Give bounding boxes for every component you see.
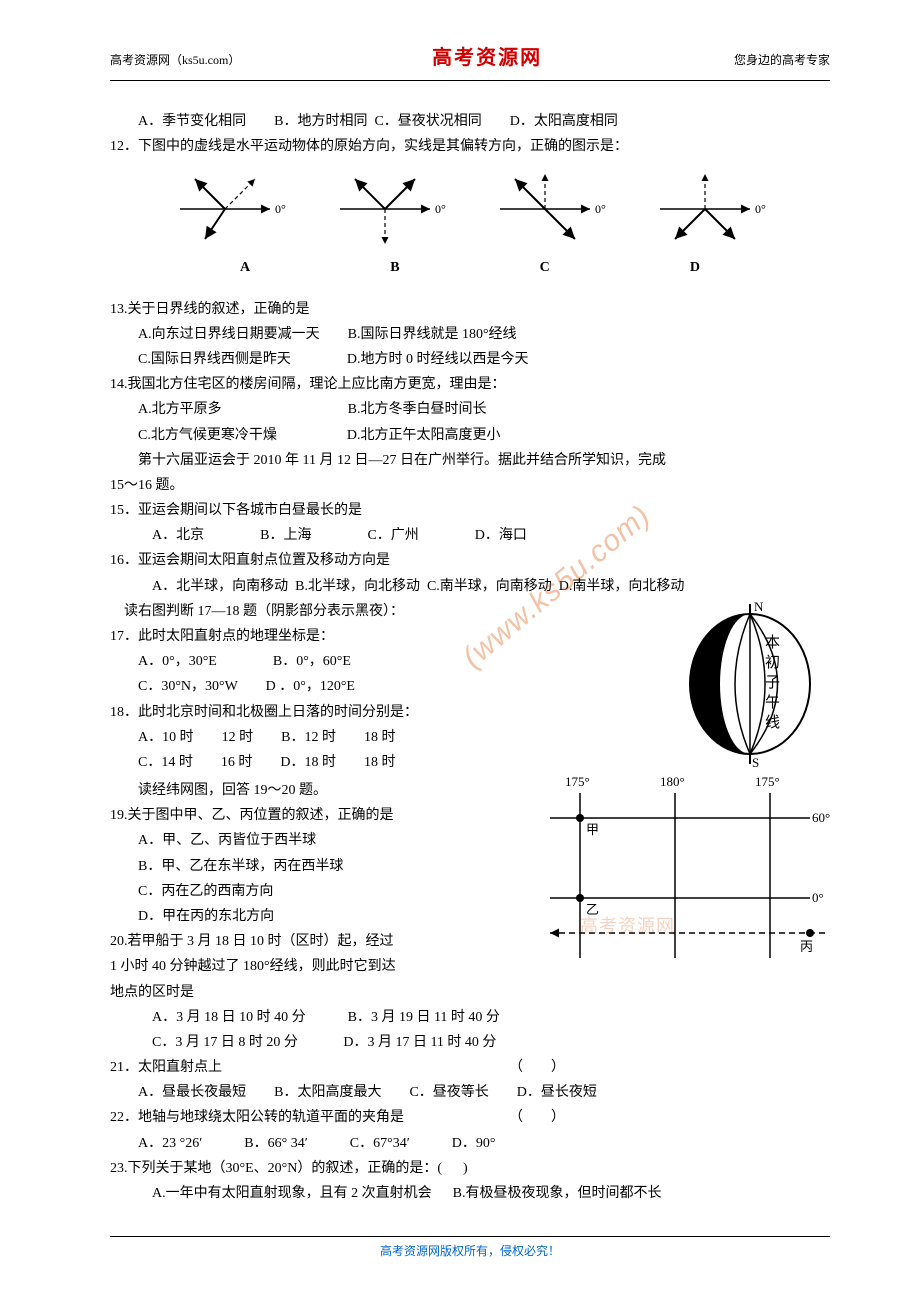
globe-label-4: 午 xyxy=(765,694,780,711)
zero-label: 0° xyxy=(275,202,286,216)
q14-opt-ab: A.北方平原多 B.北方冬季白昼时间长 xyxy=(110,397,830,422)
q22-stem: 22．地轴与地球绕太阳公转的轨道平面的夹角是 （ ） xyxy=(110,1105,830,1130)
q15-opts: A．北京 B．上海 C．广州 D．海口 xyxy=(110,523,830,548)
globe-label-1: 本 xyxy=(765,634,780,651)
q11-options: A．季节变化相同 B．地方时相同 C．昼夜状况相同 D．太阳高度相同 xyxy=(110,109,830,134)
diagram-d: 0° xyxy=(650,169,770,249)
q12-diagram-row: 0° 0° 0° 0° xyxy=(110,159,830,255)
q21-stem: 21．太阳直射点上 （ ） xyxy=(110,1055,830,1080)
q12-diagram-labels: A B C D xyxy=(110,255,830,296)
q14-opt-cd: C.北方气候更寒冷干燥 D.北方正午太阳高度更小 xyxy=(110,423,830,448)
grid-175a: 175° xyxy=(565,774,590,789)
zero-label: 0° xyxy=(435,202,446,216)
q20-opt-ab: A．3 月 18 日 10 时 40 分 B．3 月 19 日 11 时 40 … xyxy=(110,1005,830,1030)
point-yi: 乙 xyxy=(586,902,599,917)
q22-opts: A．23 °26′ B．66° 34′ C．67°34′ D．90° xyxy=(110,1131,830,1156)
main-content: A．季节变化相同 B．地方时相同 C．昼夜状况相同 D．太阳高度相同 12．下图… xyxy=(110,109,830,1206)
q13-opt-cd: C.国际日界线西侧是昨天 D.地方时 0 时经线以西是今天 xyxy=(110,347,830,372)
q16-opts: A．北半球，向南移动 B.北半球，向北移动 C.南半球，向南移动 D.南半球，向… xyxy=(110,574,830,599)
diagram-c: 0° xyxy=(490,169,610,249)
header-right: 您身边的高考专家 xyxy=(734,50,830,72)
globe-figure: N S 本 初 子 午 线 xyxy=(670,599,830,778)
point-bing: 丙 xyxy=(800,939,813,954)
zero-label: 0° xyxy=(595,202,606,216)
grid-0: 0° xyxy=(812,890,824,905)
q15-intro2: 15～16 题。 xyxy=(110,473,830,498)
globe-n: N xyxy=(754,599,764,614)
grid-60: 60° xyxy=(812,810,830,825)
q23-stem: 23.下列关于某地（30°E、20°N）的叙述，正确的是：( ) xyxy=(110,1156,830,1181)
q21-opts: A．昼最长夜最短 B．太阳高度最大 C．昼夜等长 D．昼长夜短 xyxy=(110,1080,830,1105)
grid-180: 180° xyxy=(660,774,685,789)
label-a: A xyxy=(240,255,250,280)
zero-label: 0° xyxy=(755,202,766,216)
globe-s: S xyxy=(752,755,759,769)
grid-175b: 175° xyxy=(755,774,780,789)
q15-stem: 15．亚运会期间以下各城市白昼最长的是 xyxy=(110,498,830,523)
label-d: D xyxy=(690,255,700,280)
label-c: C xyxy=(540,255,550,280)
point-jia: 甲 xyxy=(586,822,599,837)
globe-label-3: 子 xyxy=(765,674,780,691)
page-footer: 高考资源网版权所有，侵权必究！ xyxy=(110,1236,830,1263)
q13-opt-ab: A.向东过日界线日期要减一天 B.国际日界线就是 180°经线 xyxy=(110,322,830,347)
q15-intro1: 第十六届亚运会于 2010 年 11 月 12 日—27 日在广州举行。据此并结… xyxy=(110,448,830,473)
header-center-brand: 高考资源网 xyxy=(432,40,542,76)
diagram-b: 0° xyxy=(330,169,450,249)
globe-label-5: 线 xyxy=(765,714,780,731)
globe-label-2: 初 xyxy=(765,654,780,671)
header-left: 高考资源网（ks5u.com） xyxy=(110,50,240,72)
diagram-a: 0° xyxy=(170,169,290,249)
q14-stem: 14.我国北方住宅区的楼房间隔，理论上应比南方更宽，理由是： xyxy=(110,372,830,397)
label-b: B xyxy=(390,255,399,280)
q20-line3: 地点的区时是 xyxy=(110,980,830,1005)
q16-stem: 16．亚运会期间太阳直射点位置及移动方向是 xyxy=(110,548,830,573)
q23-opt-ab: A.一年中有太阳直射现象，且有 2 次直射机会 B.有极昼极夜现象，但时间都不长 xyxy=(110,1181,830,1206)
grid-figure: 175° 180° 175° 60° 0° 甲 乙 丙 xyxy=(530,768,830,977)
page-header: 高考资源网（ks5u.com） 高考资源网 您身边的高考专家 xyxy=(110,40,830,81)
q13-stem: 13.关于日界线的叙述，正确的是 xyxy=(110,297,830,322)
q12-stem: 12．下图中的虚线是水平运动物体的原始方向，实线是其偏转方向，正确的图示是： xyxy=(110,134,830,159)
q20-opt-cd: C．3 月 17 日 8 时 20 分 D．3 月 17 日 11 时 40 分 xyxy=(110,1030,830,1055)
